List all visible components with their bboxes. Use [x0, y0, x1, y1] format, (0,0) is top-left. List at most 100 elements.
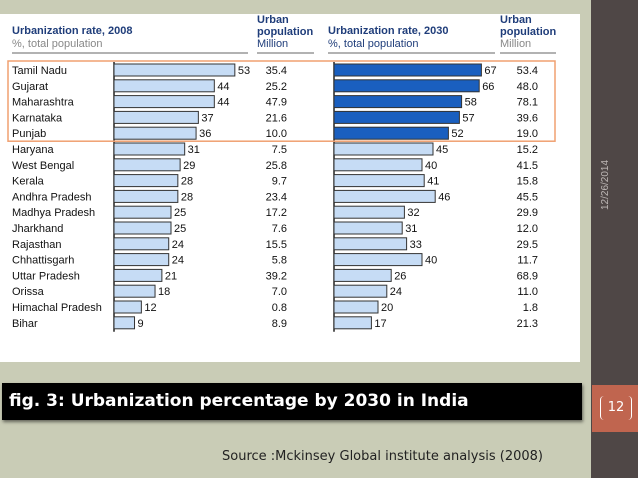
category-label: Chhattisgarh: [12, 255, 74, 267]
category-label: Gujarat: [12, 81, 48, 93]
pop-2008-value: 25.2: [266, 81, 287, 93]
pop-2008-value: 10.0: [266, 128, 287, 140]
category-label: Maharashtra: [12, 97, 75, 109]
bar-2030: [333, 110, 460, 124]
pop-2008-value: 7.6: [272, 223, 287, 235]
subheader-rate-2008: %, total population: [12, 38, 103, 50]
header-pop-2030: Urban: [500, 14, 532, 26]
pop-2008-value: 8.9: [272, 318, 287, 330]
bar-2030: [333, 189, 436, 203]
pop-2030-value: 15.2: [517, 144, 538, 156]
bar-2008: [113, 237, 170, 251]
category-label: Karnataka: [12, 112, 63, 124]
header-pop-2008: population: [257, 26, 313, 38]
category-label: Jharkhand: [12, 223, 63, 235]
figure-caption: fig. 3: Urbanization percentage by 2030 …: [2, 383, 582, 420]
bar-label-2030: 32: [407, 207, 419, 219]
bar-label-2008: 24: [172, 239, 184, 251]
pop-2030-value: 21.3: [517, 318, 538, 330]
category-label: Madhya Pradesh: [12, 207, 95, 219]
pop-2030-value: 29.5: [517, 239, 538, 251]
bar-2008: [113, 158, 181, 172]
bar-2008: [113, 79, 215, 93]
bar-2030: [333, 158, 423, 172]
bar-label-2030: 41: [427, 176, 439, 188]
bar-label-2030: 45: [436, 144, 448, 156]
bar-label-2008: 24: [172, 255, 184, 267]
bar-label-2008: 37: [201, 112, 213, 124]
pop-2030-value: 41.5: [517, 160, 538, 172]
pop-2030-value: 15.8: [517, 176, 538, 188]
bar-2030: [333, 284, 388, 298]
bar-2008: [113, 110, 199, 124]
bar-2008: [113, 205, 172, 219]
pop-2030-value: 11.0: [517, 286, 538, 298]
pop-2030-value: 68.9: [517, 270, 538, 282]
bar-label-2030: 66: [482, 81, 494, 93]
bar-2030: [333, 268, 392, 282]
bar-2008: [113, 174, 179, 188]
bar-2030: [333, 126, 449, 140]
bar-label-2030: 17: [374, 318, 386, 330]
category-label: Himachal Pradesh: [12, 302, 102, 314]
bar-2008: [113, 95, 215, 109]
header-rate-2008: Urbanization rate, 2008: [12, 25, 132, 37]
chart-image: [0, 14, 580, 362]
pop-2030-value: 19.0: [517, 128, 538, 140]
pop-2008-value: 7.5: [272, 144, 287, 156]
pop-2030-value: 53.4: [517, 65, 538, 77]
bar-label-2030: 52: [451, 128, 463, 140]
category-label: West Bengal: [12, 160, 74, 172]
category-label: Andhra Pradesh: [12, 191, 92, 203]
pop-2008-value: 15.5: [266, 239, 287, 251]
pop-2008-value: 21.6: [266, 112, 287, 124]
category-label: Kerala: [12, 176, 45, 188]
bar-2008: [113, 316, 136, 330]
header-rate-2030: Urbanization rate, 2030: [328, 25, 448, 37]
bar-label-2030: 40: [425, 255, 437, 267]
category-label: Rajasthan: [12, 239, 62, 251]
category-label: Haryana: [12, 144, 54, 156]
pop-2030-value: 12.0: [517, 223, 538, 235]
bar-label-2008: 28: [181, 176, 193, 188]
bar-2030: [333, 300, 379, 314]
category-label: Tamil Nadu: [12, 65, 67, 77]
pop-2030-value: 48.0: [517, 81, 538, 93]
bar-2008: [113, 268, 163, 282]
bar-2030: [333, 316, 372, 330]
pop-2030-value: 29.9: [517, 207, 538, 219]
bar-2008: [113, 300, 142, 314]
bar-2008: [113, 253, 170, 267]
bar-label-2008: 29: [183, 160, 195, 172]
subheader-pop-2008: Million: [257, 38, 288, 50]
bar-label-2008: 18: [158, 286, 170, 298]
subheader-pop-2030: Million: [500, 38, 531, 50]
bar-label-2030: 26: [394, 270, 406, 282]
pop-2030-value: 1.8: [523, 302, 538, 314]
source-note: Source :Mckinsey Global institute analys…: [222, 449, 543, 464]
bar-label-2030: 33: [410, 239, 422, 251]
bar-label-2008: 25: [174, 207, 186, 219]
pop-2008-value: 9.7: [272, 176, 287, 188]
bar-label-2008: 36: [199, 128, 211, 140]
bar-label-2008: 53: [238, 65, 250, 77]
bar-2008: [113, 221, 172, 235]
bar-2030: [333, 174, 425, 188]
page-number: 12: [600, 396, 632, 420]
bar-2008: [113, 63, 236, 77]
bar-2030: [333, 221, 403, 235]
category-label: Uttar Pradesh: [12, 270, 80, 282]
pop-2008-value: 25.8: [266, 160, 287, 172]
highlight-box: [7, 60, 556, 142]
bar-label-2008: 9: [138, 318, 144, 330]
bar-label-2008: 44: [217, 81, 229, 93]
bar-label-2008: 28: [181, 191, 193, 203]
bar-2030: [333, 95, 463, 109]
bar-2008: [113, 189, 179, 203]
pop-2008-value: 39.2: [266, 270, 287, 282]
header-pop-2008: Urban: [257, 14, 289, 26]
bar-label-2030: 31: [405, 223, 417, 235]
bar-label-2030: 46: [438, 191, 450, 203]
bar-2030: [333, 237, 408, 251]
bar-2030: [333, 205, 405, 219]
